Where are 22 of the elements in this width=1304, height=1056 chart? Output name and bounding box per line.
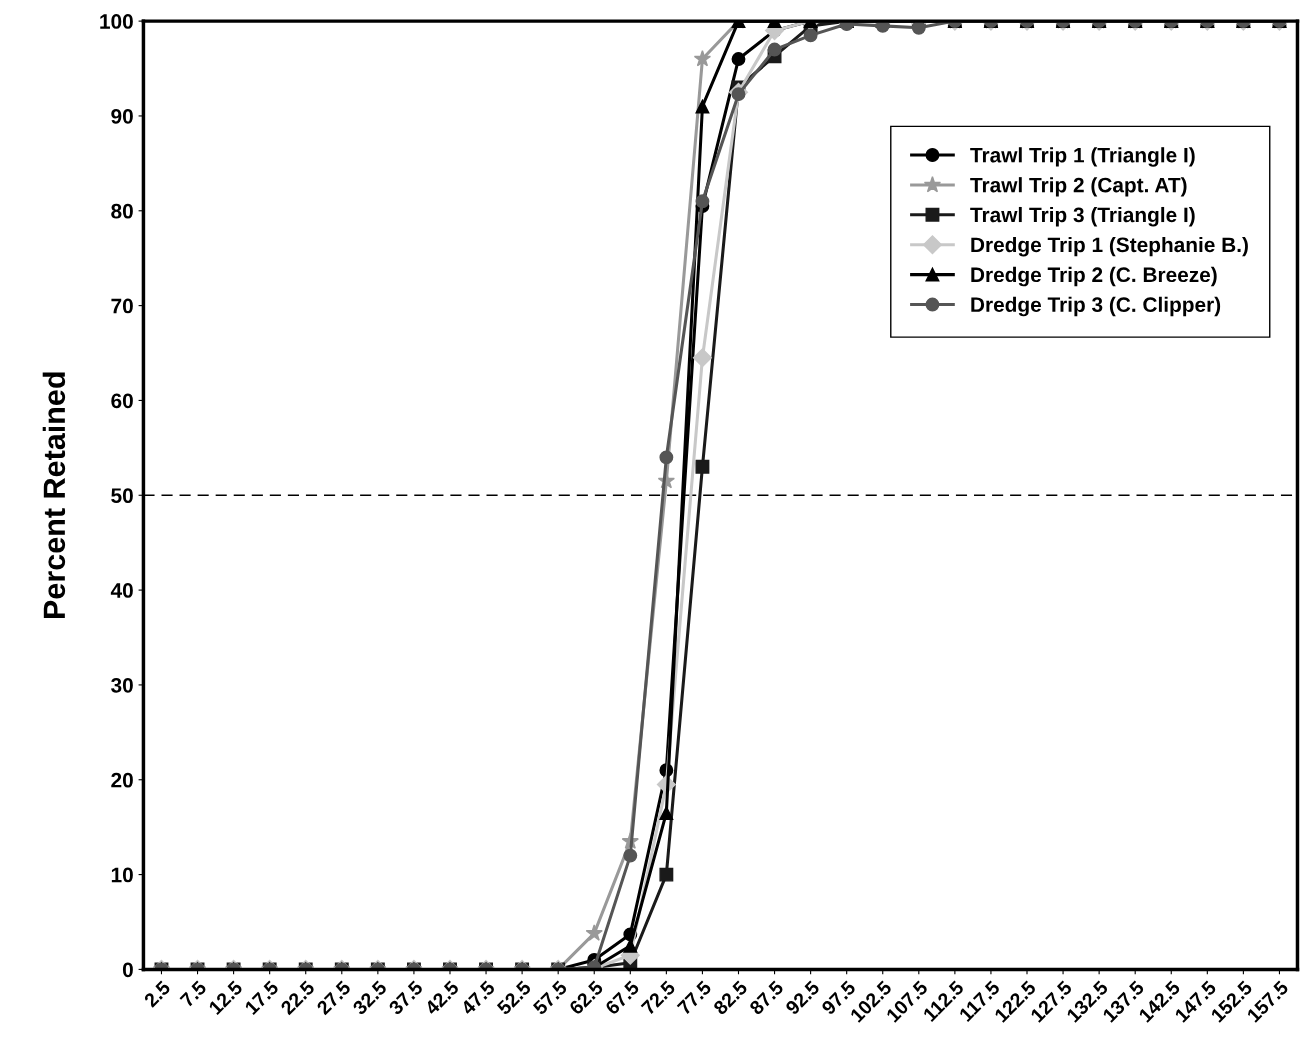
y-tick-label: 0	[122, 962, 133, 978]
x-tick-label: 77.5	[676, 980, 713, 1016]
legend-label: Trawl Trip 3 (Triangle I)	[970, 206, 1195, 227]
legend-label: Trawl Trip 2 (Capt. AT)	[970, 177, 1187, 197]
y-tick-label: 20	[111, 772, 133, 788]
y-tick-label: 70	[111, 298, 133, 314]
legend-label: Dredge Trip 2 (C. Breeze)	[971, 266, 1217, 287]
legend-label: Dredge Trip 3 (C. Clipper)	[971, 296, 1221, 317]
y-tick-label: 90	[111, 108, 133, 124]
legend-label: Dredge Trip 1 (Stephanie B.)	[971, 236, 1248, 257]
y-tick-label: 100	[100, 14, 133, 29]
x-tick-label: 2.5	[143, 979, 172, 1008]
legend-label: Trawl Trip 1 (Triangle I)	[970, 147, 1195, 167]
y-tick-label: 10	[111, 867, 133, 883]
x-tick-label: 7.5	[179, 980, 208, 1008]
y-tick-label: 80	[111, 203, 133, 219]
y-tick-label: 60	[111, 393, 133, 409]
y-axis-title: Percent Retained	[42, 372, 66, 619]
x-tick-label: 82.5	[712, 979, 749, 1016]
y-tick-label: 50	[111, 488, 133, 504]
y-tick-label: 30	[111, 677, 133, 693]
y-tick-label: 40	[110, 583, 133, 598]
